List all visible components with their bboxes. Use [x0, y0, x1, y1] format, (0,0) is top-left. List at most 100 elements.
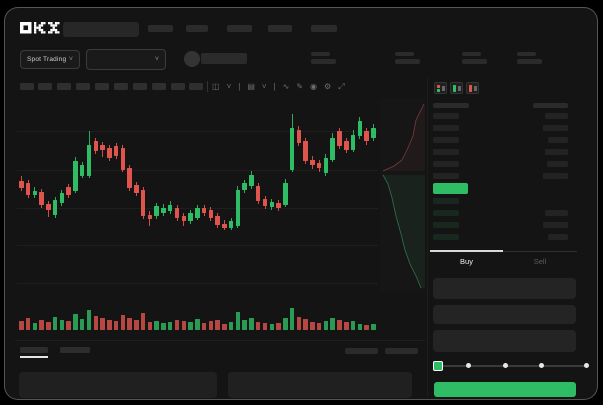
volume-bar — [52, 317, 58, 330]
volume-bar — [140, 313, 146, 330]
history-tab[interactable] — [60, 347, 90, 353]
book-sell-icon[interactable] — [466, 82, 479, 94]
candle-body — [154, 206, 159, 216]
snapshot-icon[interactable]: ◉ — [310, 82, 318, 91]
fullscreen-icon[interactable]: ⤢ — [338, 82, 345, 91]
line-tool-icon[interactable]: ∿ — [282, 82, 290, 91]
ask-row-price[interactable] — [433, 125, 459, 131]
tab-buy[interactable]: Buy — [460, 257, 473, 266]
volume-bar — [357, 324, 363, 330]
slider-stop-dot[interactable] — [465, 363, 471, 368]
slider-stop-dot[interactable] — [538, 363, 544, 368]
history-action-placeholder[interactable] — [345, 348, 378, 354]
timeframe-button[interactable] — [95, 83, 109, 90]
order-input-field[interactable] — [433, 330, 576, 352]
draw-tool-icon[interactable]: ✎ — [296, 82, 304, 91]
order-input-field[interactable] — [433, 305, 576, 324]
stat-value-placeholder — [462, 59, 487, 64]
volume-bar — [344, 322, 349, 330]
divider — [15, 340, 425, 341]
bid-row-price[interactable] — [433, 234, 459, 240]
timeframe-button[interactable] — [20, 83, 34, 90]
candle-body — [19, 181, 24, 188]
pair-selector-dropdown[interactable]: ˅ — [86, 49, 166, 70]
ask-row-price[interactable] — [433, 161, 459, 167]
volume-bar — [337, 320, 342, 330]
market-type-dropdown[interactable]: Spot Trading ˅ — [20, 50, 80, 69]
ask-row-amount — [545, 149, 568, 155]
candle-body — [357, 121, 363, 136]
volume-bar — [296, 317, 302, 330]
stat-value-placeholder — [395, 59, 420, 64]
timeframe-button[interactable] — [114, 83, 128, 90]
history-panel — [228, 372, 412, 398]
last-price-highlight[interactable] — [433, 183, 468, 194]
nav-item-placeholder[interactable] — [186, 25, 208, 32]
candle-body — [276, 203, 281, 208]
nav-item-placeholder[interactable] — [148, 25, 173, 32]
candle-body — [208, 210, 214, 218]
candle-body — [147, 215, 153, 219]
stat-label-placeholder — [395, 52, 414, 56]
timeframe-button[interactable] — [152, 83, 166, 90]
candle-body — [66, 187, 71, 195]
nav-item-placeholder[interactable] — [268, 25, 292, 32]
candle-body — [201, 208, 207, 213]
indicators-icon[interactable]: ▤ — [247, 82, 255, 91]
nav-item-placeholder[interactable] — [227, 25, 252, 32]
book-both-icon[interactable] — [434, 82, 447, 94]
timeframe-button[interactable] — [189, 83, 203, 90]
divider — [427, 78, 428, 398]
history-action-placeholder[interactable] — [385, 348, 418, 354]
history-tab[interactable] — [20, 347, 48, 353]
slider-stop-dot[interactable] — [583, 363, 589, 368]
chevron-down-icon: ˅ — [68, 56, 73, 63]
volume-bar — [289, 308, 295, 330]
volume-bar — [283, 318, 288, 330]
candlestick-chart[interactable] — [17, 98, 378, 292]
timeframe-button[interactable] — [171, 83, 185, 90]
buy-submit-button[interactable] — [434, 382, 576, 397]
nav-item-placeholder[interactable] — [311, 25, 337, 32]
candle-body — [113, 146, 119, 156]
settings-icon[interactable]: ⚙ — [324, 82, 332, 91]
divider: | — [273, 82, 276, 91]
candle-body — [323, 158, 329, 173]
candle-body — [344, 141, 349, 150]
bid-row-price[interactable] — [433, 198, 459, 204]
candle-body — [255, 186, 261, 201]
timeframe-button[interactable] — [57, 83, 71, 90]
candle-body — [107, 148, 112, 158]
ask-row-price[interactable] — [433, 137, 459, 143]
candle-body — [140, 190, 146, 216]
volume-bar — [79, 319, 85, 330]
book-buy-icon[interactable] — [450, 82, 463, 94]
volume-bar — [195, 319, 200, 330]
ask-row-price[interactable] — [433, 113, 459, 119]
chevron-down-icon[interactable]: ˅ — [261, 82, 267, 91]
candle-body — [167, 205, 173, 211]
volume-bar — [127, 318, 132, 330]
timeframe-button[interactable] — [76, 83, 90, 90]
divider: | — [238, 82, 241, 91]
slider-stop-dot[interactable] — [502, 363, 508, 368]
timeframe-button[interactable] — [133, 83, 147, 90]
amount-slider[interactable] — [434, 364, 588, 367]
bid-row-price[interactable] — [433, 222, 459, 228]
volume-bar — [255, 322, 261, 330]
chart-type-icon[interactable]: ◫ — [212, 82, 220, 91]
bid-row-price[interactable] — [433, 210, 459, 216]
coin-avatar — [184, 51, 200, 67]
search-input[interactable] — [63, 22, 139, 37]
ask-row-price[interactable] — [433, 173, 459, 179]
candle-body — [46, 204, 51, 210]
ask-row-price[interactable] — [433, 149, 459, 155]
timeframe-button[interactable] — [38, 83, 52, 90]
tab-sell[interactable]: Sell — [533, 257, 547, 266]
order-input-field[interactable] — [433, 278, 576, 299]
volume-bar — [93, 316, 99, 330]
volume-bar — [25, 318, 31, 330]
chevron-down-icon[interactable]: ˅ — [226, 82, 232, 91]
candle-body — [188, 213, 193, 221]
slider-handle[interactable] — [433, 360, 443, 371]
